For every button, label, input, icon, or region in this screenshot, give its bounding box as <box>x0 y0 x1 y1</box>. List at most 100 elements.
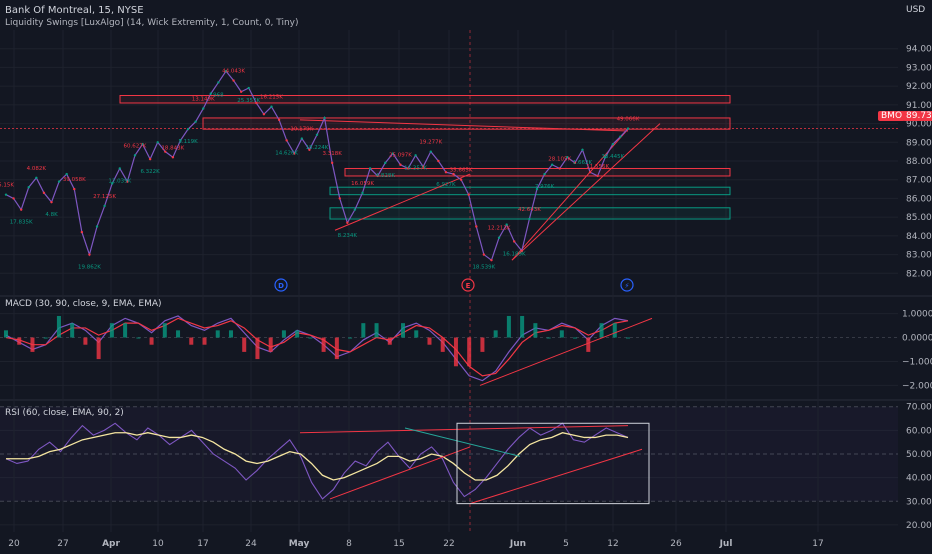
price-point <box>323 116 326 120</box>
macd-histogram-bar <box>374 323 379 338</box>
price-point <box>535 187 539 191</box>
liquidity-volume-label: 18.224K <box>306 145 329 151</box>
time-axis-tick: Apr <box>102 539 120 549</box>
macd-histogram-bar <box>493 330 498 338</box>
liquidity-volume-label: 16.215K <box>260 95 283 101</box>
price-point <box>12 197 15 200</box>
price-point <box>505 223 508 226</box>
macd-histogram-bar <box>123 323 128 338</box>
price-point <box>232 79 235 82</box>
liquidity-volume-label: 28.105K <box>548 156 571 162</box>
price-point <box>262 113 266 116</box>
price-point <box>194 120 197 123</box>
macd-histogram-bar <box>533 323 538 338</box>
macd-histogram-bar <box>202 337 207 345</box>
macd-histogram-bar <box>334 337 339 360</box>
currency-label: USD <box>906 5 926 15</box>
liquidity-volume-label: 17.835K <box>10 220 33 226</box>
price-axis-tick: 94.00 <box>906 45 932 55</box>
liquidity-volume-label: 19.277K <box>419 140 442 146</box>
liquidity-volume-label: 4.828K <box>376 173 396 179</box>
macd-histogram-bar <box>215 330 220 338</box>
macd-axis-tick: −1.0000 <box>902 357 932 367</box>
macd-histogram-bar <box>268 337 273 352</box>
rsi-ma-line <box>6 432 629 481</box>
price-axis-tick: 88.00 <box>906 157 932 167</box>
price-point <box>467 193 470 196</box>
liquidity-volume-label: 3.119K <box>178 139 198 145</box>
macd-histogram-bar <box>573 337 578 339</box>
price-point <box>475 225 478 228</box>
split-marker-icon-label: ⚡ <box>625 282 630 290</box>
macd-histogram-bar <box>17 337 22 345</box>
price-point <box>42 191 46 195</box>
macd-histogram-bar <box>242 337 247 352</box>
macd-histogram-bar <box>506 315 511 338</box>
rsi-trendline <box>329 446 471 500</box>
macd-histogram-bar <box>189 337 194 345</box>
liquidity-volume-label: 14.626K <box>275 150 298 156</box>
price-point <box>581 148 584 151</box>
rsi-axis-tick: 60.00 <box>906 426 932 436</box>
earnings-marker-icon-label: E <box>466 282 471 290</box>
price-point <box>202 107 205 110</box>
macd-histogram-bar <box>387 337 392 345</box>
rsi-axis-tick: 50.00 <box>906 450 932 460</box>
macd-histogram-bar <box>414 330 419 338</box>
macd-histogram-bar <box>467 337 472 367</box>
split-marker-icon-ring <box>620 278 634 292</box>
time-axis-tick: 15 <box>393 539 404 549</box>
price-point <box>88 253 91 256</box>
macd-histogram-bar <box>228 330 233 338</box>
dividend-marker-icon: D <box>274 278 288 292</box>
macd-histogram-bar <box>599 323 604 338</box>
price-point <box>179 139 182 142</box>
price-point <box>513 240 516 243</box>
price-point <box>429 150 432 153</box>
macd-histogram-bar <box>295 330 300 338</box>
liquidity-zone <box>344 167 731 177</box>
macd-histogram-bar <box>440 337 445 352</box>
price-axis-tick: 89.00 <box>906 138 932 148</box>
rsi-axis-tick: 30.00 <box>906 497 932 507</box>
price-badge: 89.73 <box>903 111 932 121</box>
liquidity-zone <box>202 117 731 130</box>
macd-histogram-bar <box>308 337 313 339</box>
rsi-axis-tick: 40.00 <box>906 474 932 484</box>
price-axis-tick: 83.00 <box>906 251 932 261</box>
time-axis-tick: 26 <box>670 539 682 549</box>
price-point <box>126 180 129 183</box>
macd-title: MACD (30, 90, close, 9, EMA, EMA) <box>5 299 162 309</box>
macd-histogram-bar <box>480 337 485 352</box>
liquidity-volume-label: 6.322K <box>140 169 160 175</box>
macd-histogram-bar <box>427 337 432 345</box>
trendline <box>299 119 629 132</box>
macd-histogram-bar <box>453 337 458 367</box>
liquidity-volume-label: 25.097K <box>389 153 412 159</box>
liquidity-volume-label: 38.445K <box>601 154 624 160</box>
liquidity-zone <box>119 95 731 104</box>
price-point <box>50 200 53 204</box>
ticker-badge: BMO <box>878 111 906 121</box>
trendline <box>334 173 471 231</box>
price-point <box>300 137 304 140</box>
macd-histogram-bar <box>176 330 181 338</box>
price-point <box>217 81 220 84</box>
price-point <box>611 142 615 146</box>
price-point <box>330 161 334 165</box>
time-axis-tick: May <box>289 539 310 549</box>
price-point <box>444 171 448 174</box>
liquidity-volume-label: 4.8K <box>45 212 58 218</box>
rsi-trendline <box>469 448 643 505</box>
price-point <box>459 178 463 181</box>
macd-histogram-bar <box>43 337 48 339</box>
price-point <box>141 142 144 146</box>
price-point <box>118 167 121 170</box>
price-axis-tick: 87.00 <box>906 176 932 186</box>
price-point <box>550 163 554 166</box>
rsi-title: RSI (60, close, EMA, 90, 2) <box>5 408 124 418</box>
price-point <box>596 174 599 178</box>
symbol-title: Bank Of Montreal, 15, NYSE <box>5 5 144 16</box>
